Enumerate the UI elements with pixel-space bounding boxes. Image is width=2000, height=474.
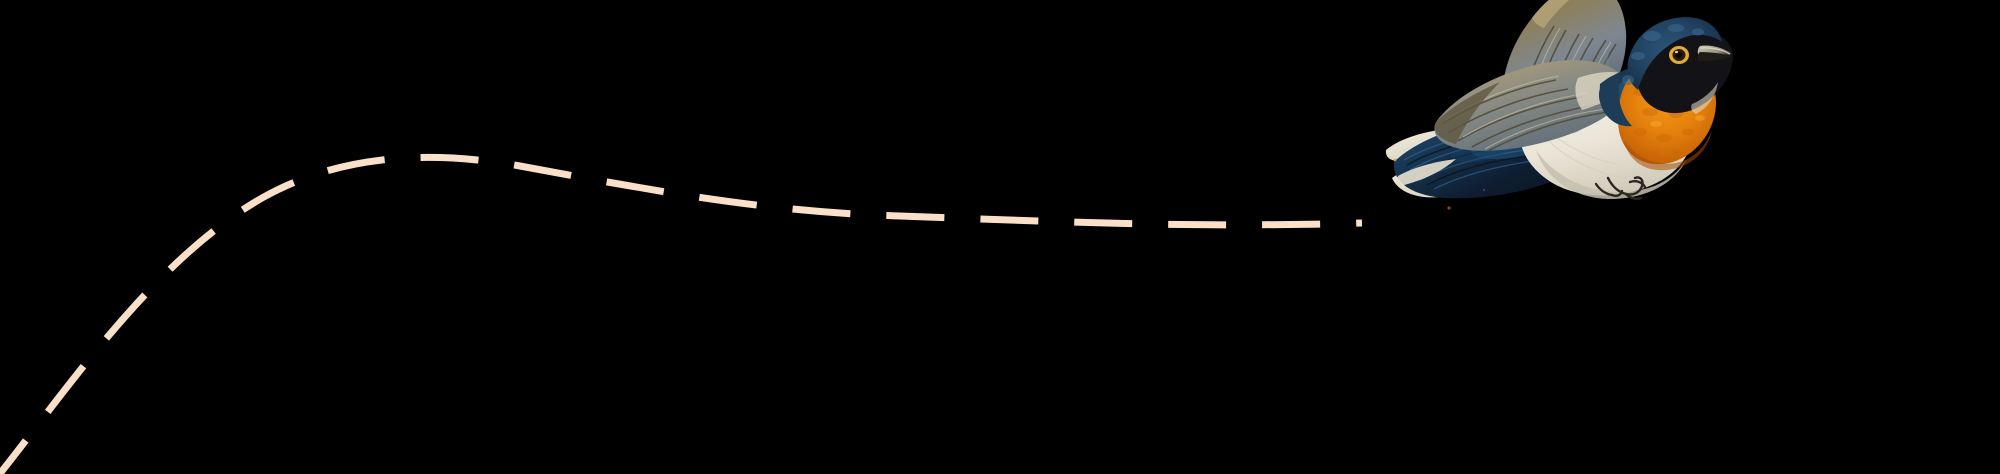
head (1598, 17, 1733, 127)
flight-path (0, 153, 1363, 474)
scan-accent-marks (1393, 158, 1486, 210)
beak (1697, 45, 1733, 62)
eye (1669, 46, 1689, 64)
feet (1594, 176, 1647, 200)
